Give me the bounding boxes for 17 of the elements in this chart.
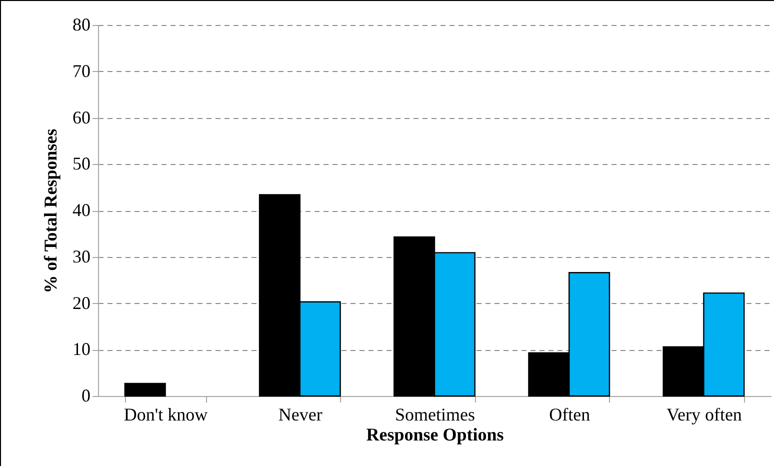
- y-tick-label: 50: [72, 154, 90, 174]
- x-tick-label: Often: [549, 404, 590, 424]
- x-tick-label: Never: [278, 404, 322, 424]
- y-tick-label: 40: [72, 200, 90, 220]
- y-axis-title: % of Total Responses: [40, 128, 60, 294]
- bar: [124, 382, 166, 397]
- x-tick-label: Very often: [666, 404, 742, 424]
- y-tick-label: 0: [82, 386, 90, 406]
- y-tick-label: 10: [72, 339, 90, 360]
- y-tick-label: 70: [72, 60, 90, 81]
- x-axis-title: Response Options: [366, 424, 504, 444]
- y-tick-label: 20: [72, 292, 90, 313]
- y-tick-label: 30: [72, 246, 90, 266]
- y-tick-label: 80: [72, 14, 90, 34]
- x-tick-label: Sometimes: [395, 404, 475, 424]
- x-tick-label: Don't know: [124, 404, 208, 424]
- y-tick-label: 60: [72, 107, 90, 128]
